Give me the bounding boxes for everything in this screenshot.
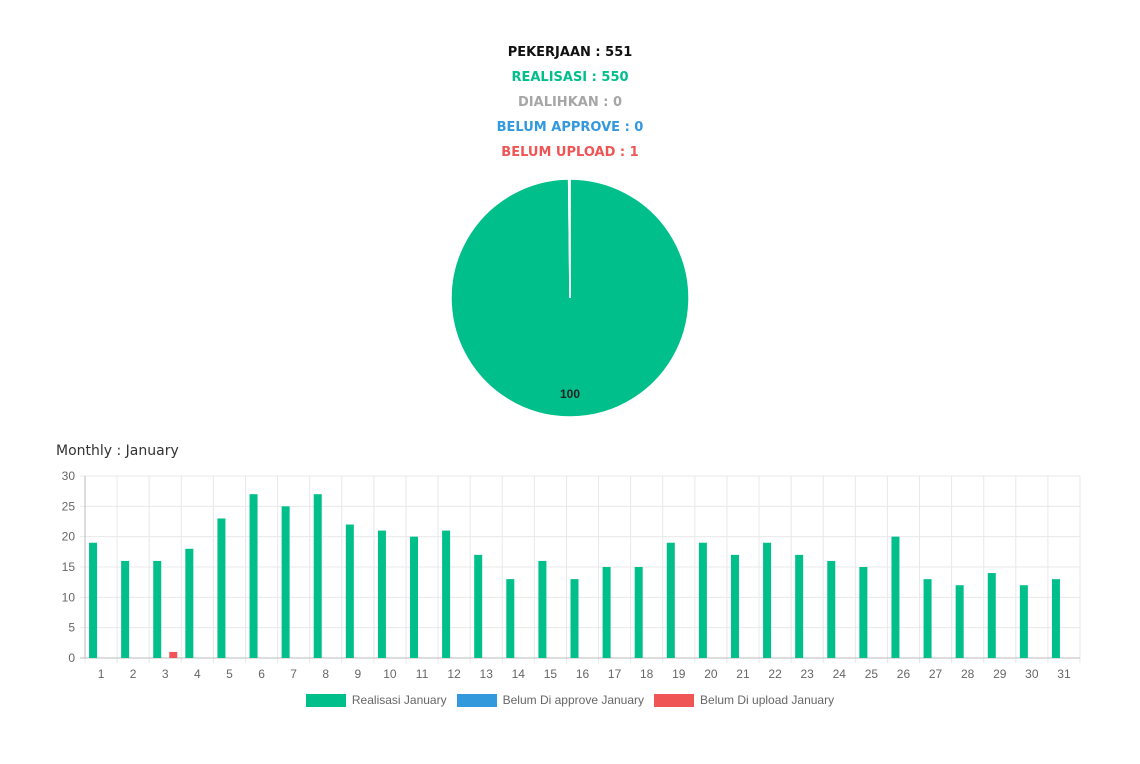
legend-swatch-belum-approve [456, 693, 497, 707]
bar-realisasi-january-28[interactable] [955, 585, 964, 658]
x-tick-label: 10 [383, 667, 397, 681]
x-tick-label: 12 [447, 667, 461, 681]
pekerjaan-total: PEKERJAAN : 551 [507, 45, 633, 60]
legend-label-belum-approve: Belum Di approve January [502, 693, 645, 707]
bar-realisasi-january-3[interactable] [153, 560, 162, 658]
bar-realisasi-january-16[interactable] [570, 579, 579, 658]
bar-realisasi-january-21[interactable] [730, 554, 739, 658]
y-tick-label: 25 [62, 499, 76, 513]
bar-realisasi-january-14[interactable] [506, 579, 515, 658]
monthly-title: Monthly : January [56, 443, 179, 459]
bar-realisasi-january-25[interactable] [859, 567, 868, 658]
x-tick-label: 6 [258, 667, 265, 681]
y-tick-label: 15 [62, 560, 76, 574]
x-tick-label: 21 [736, 667, 750, 681]
bar-realisasi-january-5[interactable] [217, 518, 226, 658]
bar-realisasi-january-23[interactable] [795, 554, 804, 658]
x-tick-label: 24 [833, 667, 847, 681]
x-tick-label: 22 [768, 667, 782, 681]
legend-item-belum-approve[interactable]: Belum Di approve January [456, 693, 645, 707]
legend-item-belum-upload[interactable]: Belum Di upload January [654, 693, 834, 707]
x-tick-label: 20 [704, 667, 718, 681]
belum-upload-total: BELUM UPLOAD : 1 [501, 145, 639, 160]
x-tick-label: 28 [961, 667, 975, 681]
y-tick-label: 10 [62, 590, 76, 604]
x-tick-label: 27 [929, 667, 943, 681]
y-tick-label: 5 [68, 621, 75, 635]
bar-realisasi-january-20[interactable] [698, 542, 707, 658]
x-tick-label: 5 [226, 667, 233, 681]
x-tick-label: 17 [608, 667, 622, 681]
bar-realisasi-january-6[interactable] [249, 494, 258, 658]
bar-belum-di-upload-january-3[interactable] [169, 651, 178, 658]
bar-realisasi-january-26[interactable] [891, 536, 900, 658]
x-tick-label: 19 [672, 667, 686, 681]
legend-swatch-belum-upload [654, 693, 695, 707]
x-tick-label: 3 [162, 667, 169, 681]
bar-realisasi-january-2[interactable] [121, 560, 130, 658]
bar-realisasi-january-31[interactable] [1051, 579, 1060, 658]
bar-realisasi-january-24[interactable] [827, 560, 836, 658]
x-tick-label: 2 [130, 667, 137, 681]
bar-realisasi-january-19[interactable] [666, 542, 675, 658]
legend-item-realisasi[interactable]: Realisasi January [305, 693, 447, 707]
y-tick-label: 30 [62, 469, 76, 483]
bar-grid [80, 475, 1081, 663]
bar-realisasi-january-8[interactable] [313, 494, 322, 658]
x-tick-label: 13 [480, 667, 494, 681]
chart-legend: Realisasi January Belum Di approve Janua… [0, 693, 1140, 707]
x-tick-label: 30 [1025, 667, 1039, 681]
x-tick-label: 31 [1057, 667, 1071, 681]
bar-realisasi-january-17[interactable] [602, 567, 611, 658]
pie-data-label: 100 [560, 387, 580, 401]
x-tick-label: 29 [993, 667, 1007, 681]
bar-realisasi-january-10[interactable] [377, 530, 386, 658]
bar-realisasi-january-27[interactable] [923, 579, 932, 658]
bar-realisasi-january-15[interactable] [538, 560, 547, 658]
bar-realisasi-january-13[interactable] [474, 554, 483, 658]
summary-stats: PEKERJAAN : 551 REALISASI : 550 DIALIHKA… [0, 40, 1140, 165]
bar-realisasi-january-7[interactable] [281, 506, 290, 658]
x-tick-label: 25 [865, 667, 879, 681]
x-tick-label: 18 [640, 667, 654, 681]
bar-realisasi-january-12[interactable] [442, 530, 451, 658]
pie-slice-belum-upload[interactable] [567, 178, 571, 299]
y-tick-label: 0 [68, 651, 75, 665]
bar-realisasi-january-11[interactable] [410, 536, 419, 658]
x-tick-label: 26 [897, 667, 911, 681]
y-tick-label: 20 [62, 530, 76, 544]
bar-realisasi-january-30[interactable] [1019, 585, 1028, 658]
legend-label-belum-upload: Belum Di upload January [700, 693, 835, 707]
legend-label-realisasi: Realisasi January [351, 693, 447, 707]
dialihkan-total: DIALIHKAN : 0 [518, 95, 622, 110]
bar-realisasi-january-18[interactable] [634, 567, 643, 658]
x-tick-label: 16 [576, 667, 590, 681]
x-tick-label: 9 [354, 667, 361, 681]
realisasi-total: REALISASI : 550 [511, 70, 629, 85]
x-tick-label: 11 [416, 667, 429, 681]
bar-realisasi-january-29[interactable] [987, 573, 996, 658]
x-tick-label: 15 [544, 667, 558, 681]
bar-realisasi-january-22[interactable] [763, 542, 772, 658]
legend-swatch-realisasi [305, 693, 346, 707]
belum-approve-total: BELUM APPROVE : 0 [496, 120, 644, 135]
pie-chart: 100 [450, 178, 690, 418]
x-tick-label: 4 [194, 667, 201, 681]
x-tick-label: 8 [322, 667, 329, 681]
x-tick-label: 14 [512, 667, 526, 681]
x-tick-label: 7 [290, 667, 297, 681]
bar-realisasi-january-1[interactable] [89, 542, 98, 658]
x-tick-label: 23 [800, 667, 814, 681]
bar-realisasi-january-9[interactable] [345, 524, 354, 658]
x-tick-label: 1 [98, 667, 105, 681]
bar-realisasi-january-4[interactable] [185, 548, 194, 658]
